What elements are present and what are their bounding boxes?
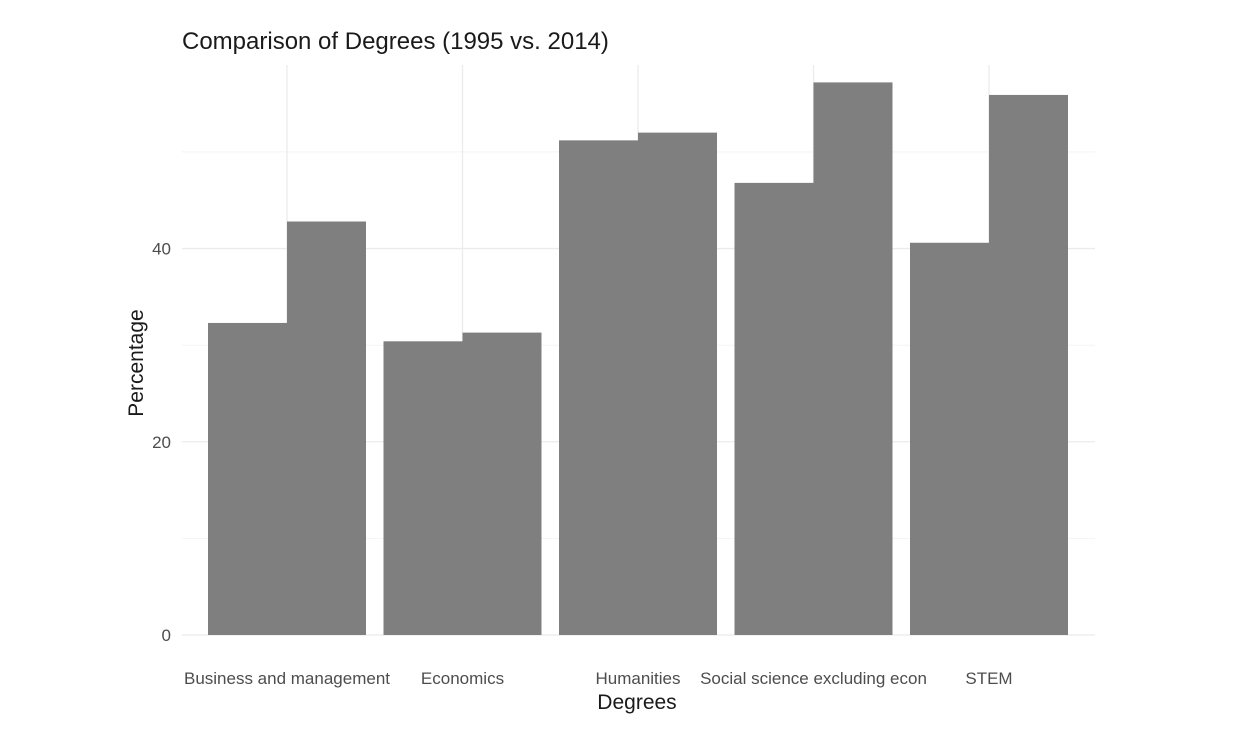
x-axis-title: Degrees: [597, 691, 676, 714]
bar: [208, 322, 287, 635]
bars: [208, 82, 1068, 636]
bar: [462, 332, 542, 635]
x-axis-ticks: Business and management Economics Humaniti…: [184, 669, 1013, 688]
y-tick-label: 20: [152, 433, 171, 452]
y-tick-label: 40: [152, 240, 171, 259]
y-tick-label: 0: [162, 626, 171, 645]
bar: [989, 94, 1068, 635]
bar: [734, 182, 814, 635]
bar: [287, 221, 366, 635]
x-tick-label: Humanities: [595, 669, 680, 688]
bar: [813, 82, 893, 635]
bar: [559, 140, 638, 635]
bar: [638, 132, 717, 635]
x-tick-label: Social science excluding econ: [700, 669, 927, 688]
bar: [910, 242, 989, 636]
x-tick-label: Economics: [421, 669, 504, 688]
x-tick-label: STEM: [965, 669, 1012, 688]
chart-title: Comparison of Degrees (1995 vs. 2014): [182, 28, 609, 55]
bar: [383, 341, 463, 635]
y-axis-ticks: 0 20 40: [152, 240, 171, 645]
x-tick-label: Business and management: [184, 669, 390, 688]
y-axis-title: Percentage: [125, 309, 148, 416]
